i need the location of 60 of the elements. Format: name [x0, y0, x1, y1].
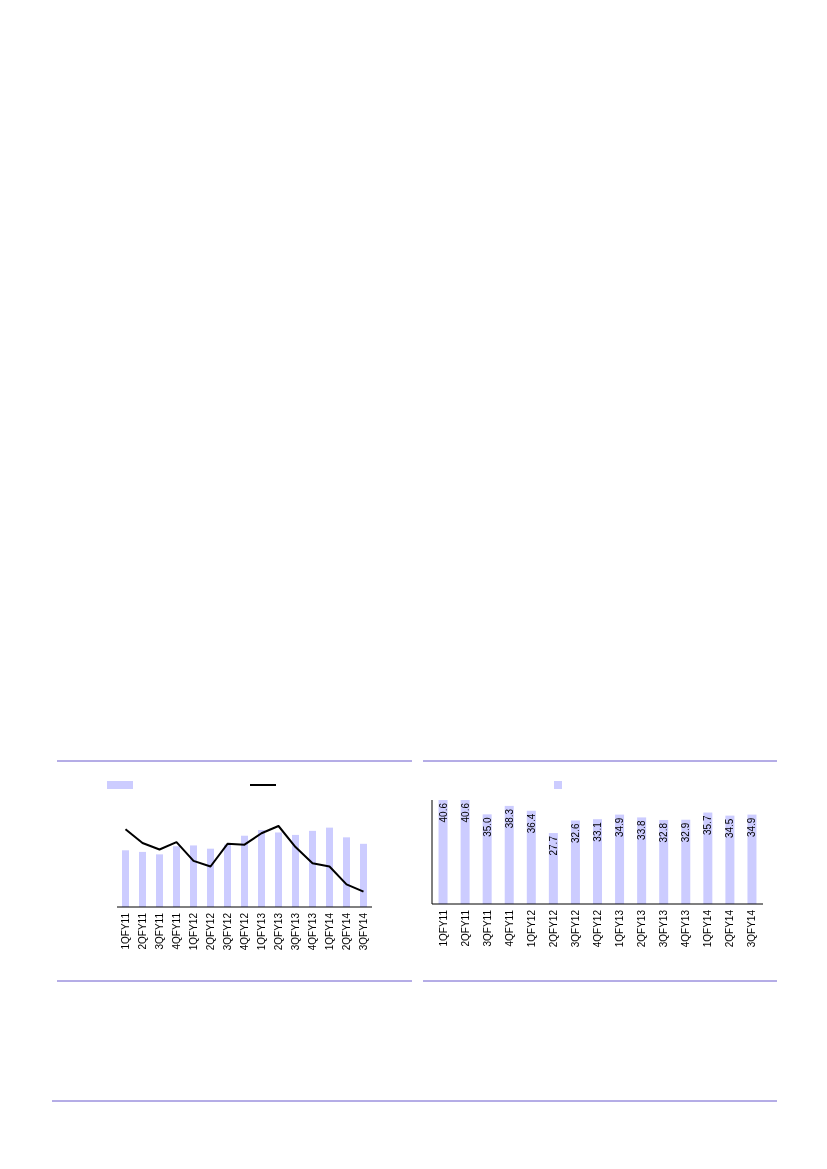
bar	[156, 854, 163, 907]
x-tick-label: 1QFY12	[525, 909, 537, 948]
bar	[190, 845, 197, 907]
data-label: 32.6	[569, 823, 581, 843]
x-tick-label: 1QFY14	[702, 909, 714, 948]
bar	[122, 850, 129, 907]
data-label: 34.5	[724, 818, 736, 839]
bar	[241, 835, 248, 907]
data-label: 33.8	[636, 819, 648, 840]
x-tick-label: 4QFY12	[239, 912, 250, 951]
data-label: 38.3	[503, 808, 515, 829]
x-tick-label: 2QFY14	[724, 909, 736, 948]
x-tick-label: 1QFY11	[120, 912, 131, 950]
x-tick-label: 1QFY12	[188, 912, 199, 951]
x-tick-label: 2QFY11	[137, 912, 148, 950]
x-tick-label: 3QFY12	[569, 909, 581, 948]
x-tick-label: 4QFY13	[680, 909, 692, 948]
bar	[309, 830, 316, 907]
x-tick-label: 3QFY14	[358, 912, 369, 951]
bar	[258, 830, 265, 907]
x-tick-label: 2QFY12	[205, 912, 216, 951]
bar	[224, 844, 231, 907]
data-label: 34.9	[614, 817, 626, 838]
x-tick-label: 1QFY14	[324, 912, 335, 951]
x-tick-label: 2QFY11	[459, 909, 471, 947]
bar	[173, 846, 180, 907]
bar	[207, 848, 214, 907]
x-tick-label: 2QFY13	[273, 912, 284, 951]
bar	[343, 837, 350, 907]
x-tick-label: 2QFY13	[636, 909, 648, 948]
data-label: 32.9	[680, 822, 692, 843]
x-tick-label: 2QFY12	[547, 909, 559, 948]
x-tick-label: 4QFY11	[503, 909, 515, 947]
x-tick-label: 4QFY12	[592, 909, 603, 948]
x-tick-label: 3QFY14	[746, 909, 758, 948]
x-tick-label: 3QFY13	[658, 909, 670, 948]
x-tick-label: 1QFY11	[437, 909, 449, 947]
x-tick-label: 3QFY11	[481, 909, 493, 947]
data-label: 34.9	[746, 817, 758, 838]
bar	[326, 827, 333, 907]
x-tick-label: 4QFY11	[171, 912, 182, 950]
x-tick-label: 3QFY13	[290, 912, 301, 951]
data-label: 32.8	[658, 822, 670, 843]
data-label: 35.0	[481, 816, 493, 837]
x-tick-label: 4QFY13	[307, 912, 318, 951]
x-tick-label: 2QFY14	[341, 912, 352, 951]
bar	[139, 851, 146, 907]
data-label: 33.1	[592, 821, 603, 842]
data-label: 40.6	[437, 802, 449, 823]
x-tick-label: 3QFY11	[154, 912, 165, 950]
data-label: 35.7	[702, 815, 714, 836]
data-label: 36.4	[525, 813, 537, 834]
x-tick-label: 3QFY12	[222, 912, 233, 951]
data-label: 40.6	[459, 802, 471, 823]
x-tick-label: 1QFY13	[256, 912, 267, 951]
data-label: 27.7	[547, 835, 559, 856]
x-tick-label: 1QFY13	[614, 909, 626, 948]
bar	[360, 843, 367, 907]
bar	[275, 832, 282, 907]
bar	[292, 834, 299, 907]
